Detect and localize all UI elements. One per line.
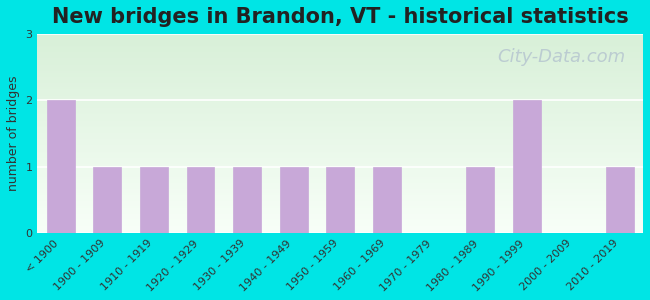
- Title: New bridges in Brandon, VT - historical statistics: New bridges in Brandon, VT - historical …: [52, 7, 629, 27]
- Bar: [606, 167, 634, 233]
- Bar: [466, 167, 494, 233]
- Bar: [140, 167, 168, 233]
- Text: City-Data.com: City-Data.com: [497, 48, 625, 66]
- Bar: [187, 167, 214, 233]
- Bar: [513, 100, 541, 233]
- Bar: [373, 167, 401, 233]
- Bar: [47, 100, 75, 233]
- Bar: [326, 167, 354, 233]
- Bar: [233, 167, 261, 233]
- Bar: [280, 167, 307, 233]
- Y-axis label: number of bridges: number of bridges: [7, 76, 20, 191]
- Bar: [94, 167, 122, 233]
